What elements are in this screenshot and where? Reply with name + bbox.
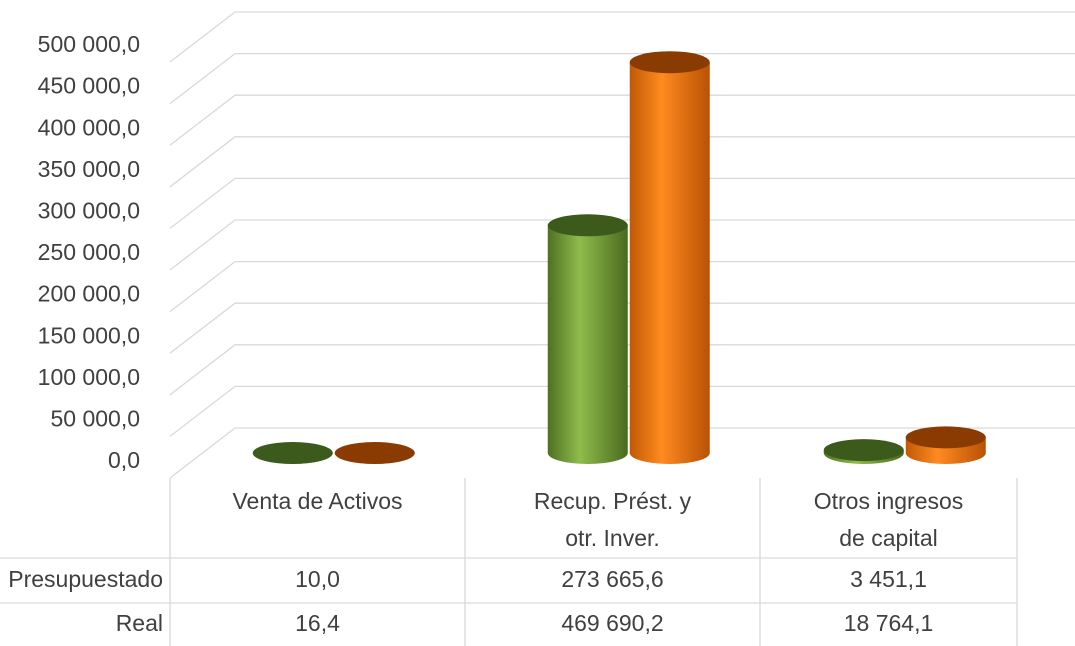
series-name: Presupuestado (8, 566, 163, 592)
y-tick-label: 450 000,0 (38, 73, 140, 99)
category-label: Recup. Prést. y (534, 488, 692, 514)
cylinder-top (547, 214, 628, 237)
category-label: Otros ingresos (814, 488, 964, 514)
value-label: 3 451,1 (850, 566, 927, 592)
y-tick-label: 250 000,0 (38, 239, 140, 265)
category-label: otr. Inver. (565, 525, 660, 551)
grid-line (169, 302, 1075, 354)
category-label: Venta de Activos (232, 488, 402, 514)
y-tick-label: 0,0 (108, 447, 140, 473)
grid-line (169, 177, 1075, 229)
y-tick-label: 50 000,0 (50, 405, 140, 431)
grid-line (169, 427, 1075, 479)
bar (547, 214, 628, 465)
bar (905, 426, 986, 465)
cylinder-top (252, 441, 333, 464)
grid-line (169, 11, 1075, 63)
cylinder-top (334, 441, 415, 464)
bar (334, 441, 415, 465)
y-tick-label: 300 000,0 (38, 197, 140, 223)
value-label: 469 690,2 (561, 610, 663, 636)
y-tick-label: 100 000,0 (38, 364, 140, 390)
grid-line (169, 385, 1075, 437)
y-tick-label: 500 000,0 (38, 31, 140, 57)
series-name: Real (116, 610, 163, 636)
cylinder-body (547, 225, 628, 465)
grid-line (169, 94, 1075, 146)
cylinder-top (905, 426, 986, 449)
grid-line (169, 344, 1075, 396)
grid-line (169, 219, 1075, 271)
grid-line (169, 136, 1075, 188)
cylinder-top (823, 439, 904, 462)
bar (629, 51, 710, 464)
cylinder-top (629, 51, 710, 74)
y-tick-label: 150 000,0 (38, 322, 140, 348)
grid-line (169, 52, 1075, 105)
value-label: 273 665,6 (561, 566, 663, 592)
value-label: 18 764,1 (844, 610, 934, 636)
cylinder-body (629, 62, 710, 464)
grid-line (169, 260, 1075, 313)
value-label: 10,0 (295, 566, 340, 592)
y-tick-label: 200 000,0 (38, 281, 140, 307)
bar (823, 439, 904, 465)
y-tick-label: 400 000,0 (38, 114, 140, 140)
bar (252, 441, 333, 465)
category-label: de capital (839, 525, 937, 551)
y-tick-label: 350 000,0 (38, 156, 140, 182)
value-label: 16,4 (295, 610, 340, 636)
